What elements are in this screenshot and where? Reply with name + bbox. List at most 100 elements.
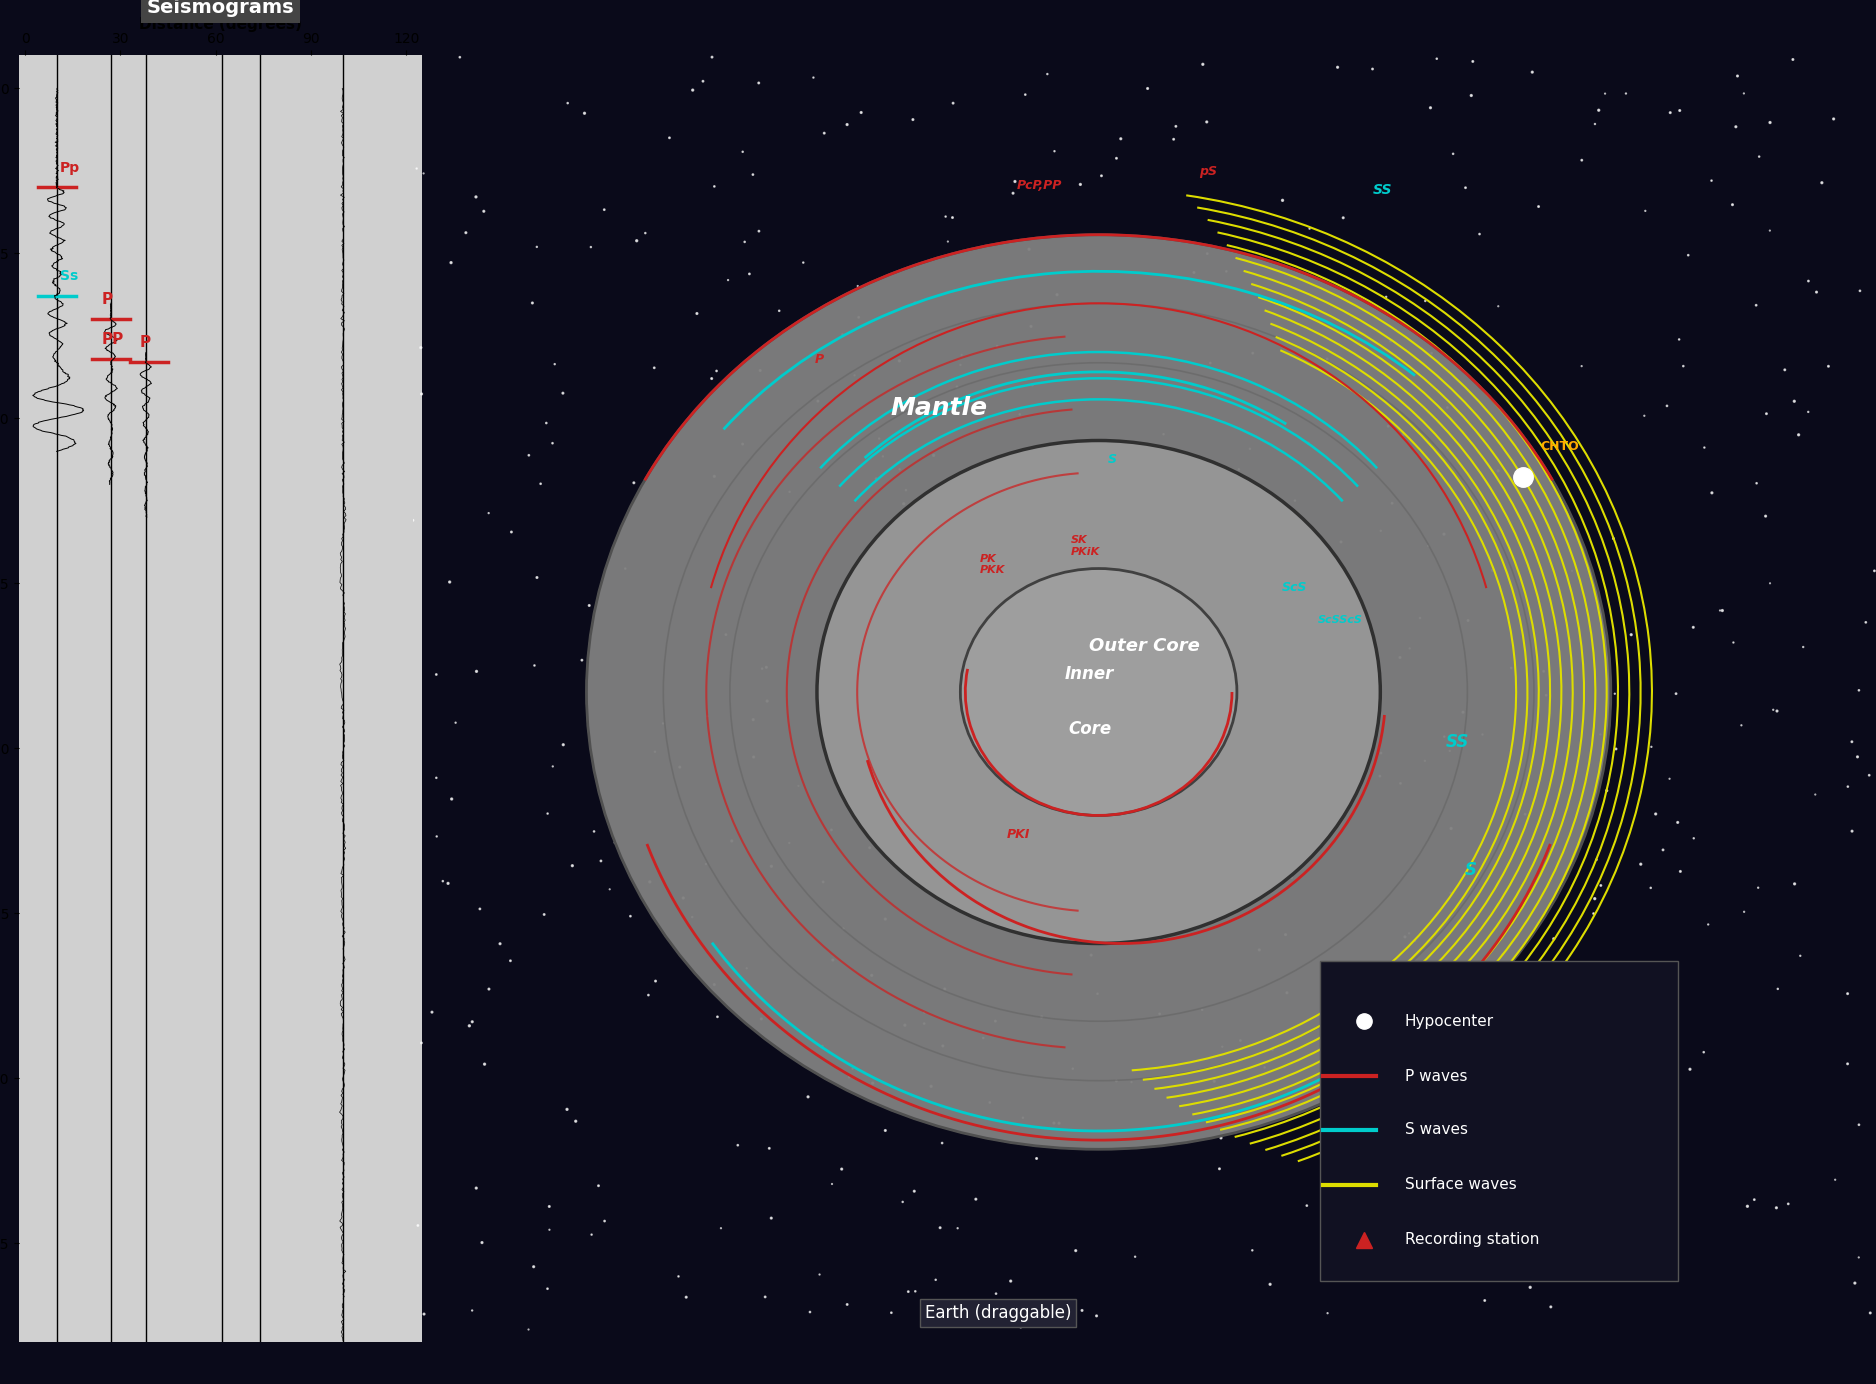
Point — [1186, 502, 1216, 525]
Point — [1306, 634, 1336, 656]
Point — [1171, 495, 1201, 518]
Point — [1298, 282, 1328, 304]
Point — [1338, 271, 1368, 293]
Point — [1229, 505, 1259, 527]
Point — [1274, 435, 1304, 457]
Point — [1257, 579, 1287, 601]
Point — [1563, 360, 1593, 382]
Text: Mantle: Mantle — [889, 396, 987, 421]
Point — [1154, 558, 1184, 580]
Point — [1351, 399, 1381, 421]
Text: Outer Core: Outer Core — [1088, 637, 1201, 655]
Point — [1148, 570, 1178, 592]
Point — [1533, 581, 1563, 603]
Point — [1154, 389, 1184, 411]
Point — [1302, 526, 1332, 548]
Point — [1279, 674, 1309, 696]
Point — [1131, 346, 1161, 368]
Point — [1311, 329, 1341, 352]
Text: Hypocenter: Hypocenter — [1405, 1013, 1493, 1028]
Point — [1146, 288, 1176, 310]
Point — [1133, 267, 1163, 289]
Text: PP: PP — [101, 332, 124, 346]
Point — [1428, 628, 1458, 650]
Point — [1446, 400, 1476, 422]
Point — [1294, 443, 1324, 465]
Point — [1437, 440, 1467, 462]
Point — [1398, 580, 1428, 602]
Point — [1448, 244, 1478, 266]
Point — [1283, 572, 1313, 594]
Point — [1218, 533, 1248, 555]
Point — [1236, 267, 1266, 289]
Point — [1323, 343, 1353, 365]
Point — [1264, 671, 1294, 693]
Point — [1240, 616, 1270, 638]
Point — [1430, 635, 1460, 657]
Point — [1581, 476, 1611, 498]
Point — [1478, 626, 1508, 648]
Point — [1578, 561, 1608, 583]
Point — [1240, 668, 1270, 691]
Point — [1542, 278, 1572, 300]
Point — [1354, 591, 1384, 613]
Point — [1565, 436, 1595, 458]
Point — [1377, 490, 1407, 512]
Point — [1343, 675, 1373, 698]
Point — [1443, 541, 1473, 563]
Text: Earth (draggable): Earth (draggable) — [925, 1304, 1071, 1322]
Point — [1428, 461, 1458, 483]
Point — [1476, 495, 1506, 518]
Point — [1409, 364, 1439, 386]
Point — [1512, 628, 1542, 650]
Point — [1420, 399, 1450, 421]
Point — [1578, 486, 1608, 508]
Text: SS: SS — [1446, 734, 1469, 752]
Point — [1216, 668, 1246, 691]
Point — [1266, 587, 1296, 609]
Point — [1351, 394, 1381, 417]
Point — [1555, 458, 1585, 480]
Point — [1285, 248, 1315, 270]
Point — [1268, 307, 1298, 329]
Point — [1538, 424, 1568, 446]
Text: Inner: Inner — [1066, 664, 1114, 682]
Point — [1368, 251, 1398, 273]
Title: Seismograms: Seismograms — [146, 0, 295, 17]
Point — [1377, 249, 1407, 271]
Point — [1259, 253, 1289, 275]
Text: Recording station: Recording station — [1405, 1233, 1538, 1247]
Point — [1309, 444, 1339, 466]
Point — [1165, 368, 1195, 390]
Point — [1458, 459, 1488, 482]
Point — [1388, 385, 1418, 407]
Point — [1332, 505, 1362, 527]
Point — [1450, 226, 1480, 248]
Point — [1550, 314, 1580, 336]
Point — [1527, 336, 1557, 358]
Point — [1424, 443, 1454, 465]
Point — [1409, 286, 1439, 309]
Point — [1362, 567, 1392, 590]
Point — [1300, 335, 1330, 357]
Point — [1324, 375, 1354, 397]
Point — [1514, 354, 1544, 376]
Point — [1234, 551, 1264, 573]
Point — [1454, 525, 1484, 547]
Point — [1133, 674, 1163, 696]
Point — [1270, 245, 1300, 267]
Point — [1184, 245, 1214, 267]
Point — [1473, 632, 1503, 655]
Point — [1172, 637, 1203, 659]
Point — [1435, 385, 1465, 407]
Point — [1294, 644, 1324, 666]
Point — [1568, 489, 1598, 511]
Point — [1369, 415, 1399, 437]
Point — [1311, 570, 1341, 592]
Point — [1454, 260, 1484, 282]
Point — [1225, 569, 1255, 591]
Point — [1323, 295, 1353, 317]
Point — [1358, 484, 1388, 507]
Point — [1495, 336, 1525, 358]
Point — [1535, 270, 1565, 292]
